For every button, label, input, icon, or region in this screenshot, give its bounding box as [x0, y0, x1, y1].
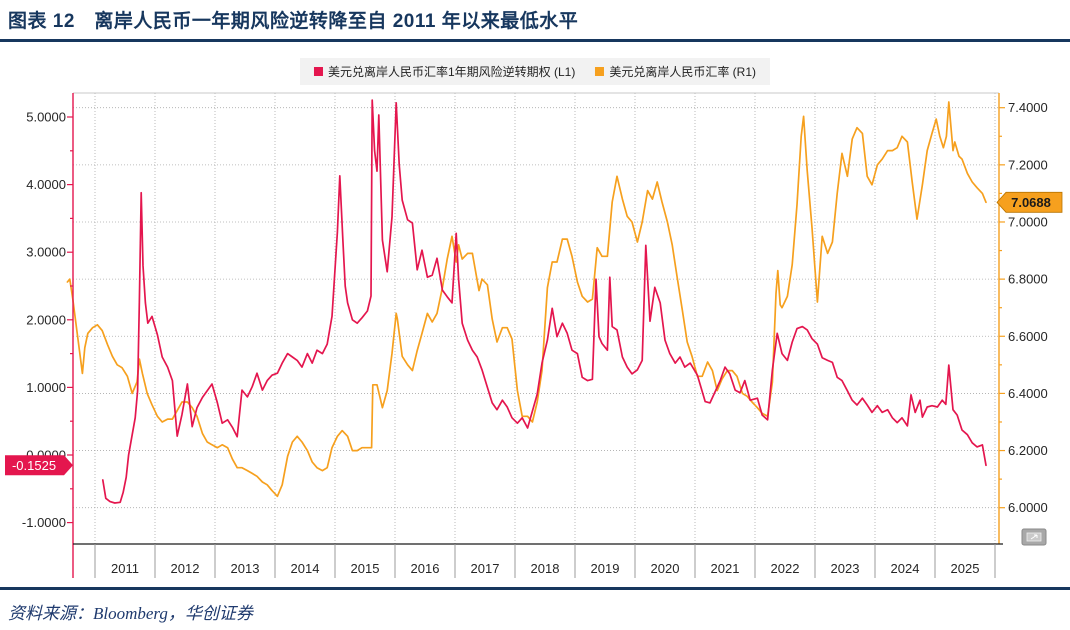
svg-text:7.0688: 7.0688	[1011, 195, 1051, 210]
svg-text:7.4000: 7.4000	[1008, 100, 1048, 115]
svg-text:5.0000: 5.0000	[26, 110, 66, 125]
svg-text:2024: 2024	[891, 561, 920, 576]
last-value-tag-usdcnh: 7.0688	[996, 191, 1063, 213]
svg-text:2015: 2015	[351, 561, 380, 576]
svg-text:6.2000: 6.2000	[1008, 443, 1048, 458]
svg-text:6.4000: 6.4000	[1008, 386, 1048, 401]
gridlines	[73, 93, 999, 544]
legend-swatch-fx-rate-icon	[595, 67, 605, 76]
svg-text:2023: 2023	[831, 561, 860, 576]
svg-text:2017: 2017	[471, 561, 500, 576]
svg-text:7.2000: 7.2000	[1008, 157, 1048, 172]
footer-divider	[0, 587, 1070, 590]
svg-text:2012: 2012	[171, 561, 200, 576]
svg-text:6.0000: 6.0000	[1008, 500, 1048, 515]
legend-swatch-risk-reversal-icon	[313, 67, 323, 76]
svg-text:6.6000: 6.6000	[1008, 329, 1048, 344]
svg-text:2016: 2016	[411, 561, 440, 576]
year-separators	[94, 544, 996, 578]
right-axis-ticks	[999, 107, 1005, 509]
legend-item-risk-reversal: 美元兑离岸人民币汇率1年期风险逆转期权 (L1)	[313, 63, 576, 80]
svg-text:3.0000: 3.0000	[26, 245, 66, 260]
svg-text:7.0000: 7.0000	[1008, 214, 1048, 229]
axis-tick-labels: 5.00004.00003.00002.00001.00000.0000-1.0…	[22, 100, 1048, 576]
source-note: 资料来源：Bloomberg，华创证券	[8, 604, 253, 623]
svg-text:2022: 2022	[771, 561, 800, 576]
title-divider	[0, 39, 1070, 42]
legend-label-risk-reversal: 美元兑离岸人民币汇率1年期风险逆转期权 (L1)	[327, 65, 576, 79]
svg-text:-1.0000: -1.0000	[22, 515, 66, 530]
series-line-usdcnh	[66, 101, 987, 498]
left-axis-ticks	[67, 116, 73, 524]
svg-text:2.0000: 2.0000	[26, 312, 66, 327]
svg-text:4.0000: 4.0000	[26, 177, 66, 192]
svg-text:2020: 2020	[651, 561, 680, 576]
svg-text:2018: 2018	[531, 561, 560, 576]
page-title: 图表 12 离岸人民币一年期风险逆转降至自 2011 年以来最低水平	[8, 11, 579, 32]
svg-text:1.0000: 1.0000	[26, 380, 66, 395]
svg-text:2013: 2013	[231, 561, 260, 576]
svg-text:2011: 2011	[111, 561, 139, 576]
svg-text:6.8000: 6.8000	[1008, 272, 1048, 287]
svg-text:2025: 2025	[951, 561, 980, 576]
svg-text:-0.1525: -0.1525	[12, 458, 56, 473]
legend-label-fx-rate: 美元兑离岸人民币汇率 (R1)	[609, 65, 757, 79]
chart-tool-button[interactable]	[1021, 528, 1047, 546]
series-line-risk-reversal	[101, 99, 987, 504]
svg-text:2021: 2021	[711, 561, 740, 576]
legend-item-fx-rate: 美元兑离岸人民币汇率 (R1)	[595, 63, 756, 80]
svg-text:2019: 2019	[591, 561, 620, 576]
svg-text:2014: 2014	[291, 561, 320, 576]
chart-legend: 美元兑离岸人民币汇率1年期风险逆转期权 (L1) 美元兑离岸人民币汇率 (R1)	[299, 58, 771, 85]
last-value-tag-risk-reversal: -0.1525	[5, 455, 73, 476]
